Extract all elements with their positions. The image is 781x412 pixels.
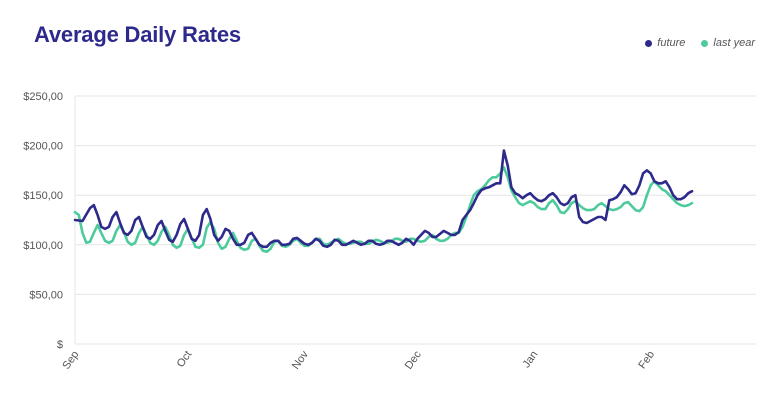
y-tick-label-3: $150,00: [23, 190, 63, 202]
y-tick-label-4: $200,00: [23, 141, 63, 153]
legend-label-future: future: [657, 37, 686, 49]
legend-item-future[interactable]: future: [645, 37, 685, 49]
legend-dot-future: [645, 39, 653, 47]
series-line-future: [73, 149, 694, 249]
legend-dot-last-year: [701, 39, 709, 47]
y-tick-label-1: $50,00: [29, 289, 63, 301]
y-tick-label-0: $: [57, 339, 63, 351]
x-tick-label-feb: Feb: [636, 349, 657, 371]
legend: future last year: [645, 37, 755, 49]
y-tick-label-5: $250,00: [23, 91, 63, 103]
y-tick-label-2: $100,00: [23, 240, 63, 252]
legend-label-last-year: last year: [713, 37, 755, 49]
x-tick-label-jan: Jan: [520, 349, 540, 370]
chart-title: Average Daily Rates: [34, 22, 241, 47]
legend-item-last-year[interactable]: last year: [701, 37, 755, 49]
x-tick-label-sep: Sep: [60, 349, 81, 372]
x-tick-label-dec: Dec: [403, 348, 424, 371]
x-tick-label-oct: Oct: [175, 349, 195, 370]
x-tick-label-nov: Nov: [290, 348, 311, 371]
